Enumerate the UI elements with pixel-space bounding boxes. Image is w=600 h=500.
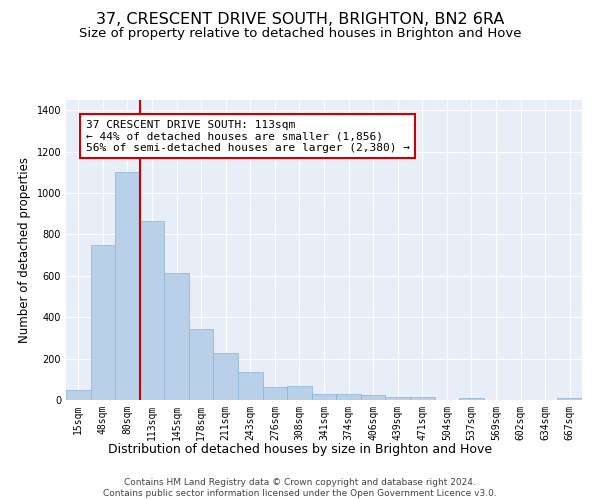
- Bar: [263, 386, 287, 400]
- Bar: [189, 328, 214, 400]
- Bar: [91, 245, 115, 400]
- Bar: [361, 396, 385, 400]
- Bar: [238, 372, 263, 400]
- Bar: [385, 397, 410, 400]
- Bar: [557, 398, 582, 400]
- Bar: [115, 172, 140, 400]
- Text: Distribution of detached houses by size in Brighton and Hove: Distribution of detached houses by size …: [108, 442, 492, 456]
- Y-axis label: Number of detached properties: Number of detached properties: [18, 157, 31, 343]
- Text: 37 CRESCENT DRIVE SOUTH: 113sqm
← 44% of detached houses are smaller (1,856)
56%: 37 CRESCENT DRIVE SOUTH: 113sqm ← 44% of…: [86, 120, 410, 153]
- Bar: [66, 390, 91, 400]
- Bar: [214, 354, 238, 400]
- Bar: [459, 398, 484, 400]
- Text: 37, CRESCENT DRIVE SOUTH, BRIGHTON, BN2 6RA: 37, CRESCENT DRIVE SOUTH, BRIGHTON, BN2 …: [96, 12, 504, 28]
- Bar: [164, 273, 189, 400]
- Bar: [287, 386, 312, 400]
- Bar: [140, 221, 164, 400]
- Text: Contains HM Land Registry data © Crown copyright and database right 2024.
Contai: Contains HM Land Registry data © Crown c…: [103, 478, 497, 498]
- Bar: [336, 394, 361, 400]
- Bar: [410, 397, 434, 400]
- Bar: [312, 394, 336, 400]
- Text: Size of property relative to detached houses in Brighton and Hove: Size of property relative to detached ho…: [79, 28, 521, 40]
